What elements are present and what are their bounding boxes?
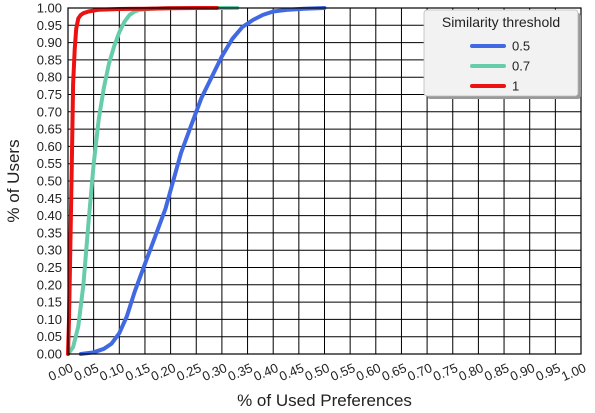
y-tick-label: 0.20: [37, 277, 62, 292]
y-tick-label: 0.00: [37, 347, 62, 362]
y-tick-label: 0.80: [37, 70, 62, 85]
y-tick-labels: 0.00 0.05 0.10 0.15 0.20 0.25 0.30 0.35 0.40 0.45…: [37, 1, 62, 362]
x-axis-label: % of Used Preferences: [237, 391, 412, 410]
y-tick-label: 0.95: [37, 18, 62, 33]
y-tick-label: 0.75: [37, 87, 62, 102]
legend-label: 0.5: [512, 39, 530, 54]
y-axis-label: % of Users: [4, 139, 23, 222]
y-tick-label: 0.60: [37, 139, 62, 154]
legend-title: Similarity threshold: [442, 14, 560, 30]
y-tick-label: 1.00: [37, 1, 62, 16]
legend-box: [423, 9, 579, 97]
plot-frame: [67, 7, 582, 355]
y-tick-label: 0.10: [37, 312, 62, 327]
y-tick-label: 0.05: [37, 329, 62, 344]
y-tick-label: 0.65: [37, 122, 62, 137]
y-tick-label: 0.15: [37, 295, 62, 310]
legend: Similarity threshold 0.5 0.7 1: [423, 9, 581, 99]
legend-label: 0.7: [512, 59, 530, 74]
y-tick-label: 0.30: [37, 243, 62, 258]
y-tick-label: 0.90: [37, 35, 62, 50]
series-line-0.5: [78, 6, 327, 356]
y-tick-label: 0.50: [37, 174, 62, 189]
y-tick-label: 0.45: [37, 191, 62, 206]
y-tick-label: 0.40: [37, 208, 62, 223]
y-tick-label: 0.70: [37, 104, 62, 119]
y-tick-label: 0.85: [37, 52, 62, 67]
legend-label: 1: [512, 79, 519, 94]
y-tick-label: 0.35: [37, 225, 62, 240]
legend-items: 0.5 0.7 1: [470, 39, 530, 94]
y-tick-label: 0.55: [37, 156, 62, 171]
y-tick-label: 0.25: [37, 260, 62, 275]
